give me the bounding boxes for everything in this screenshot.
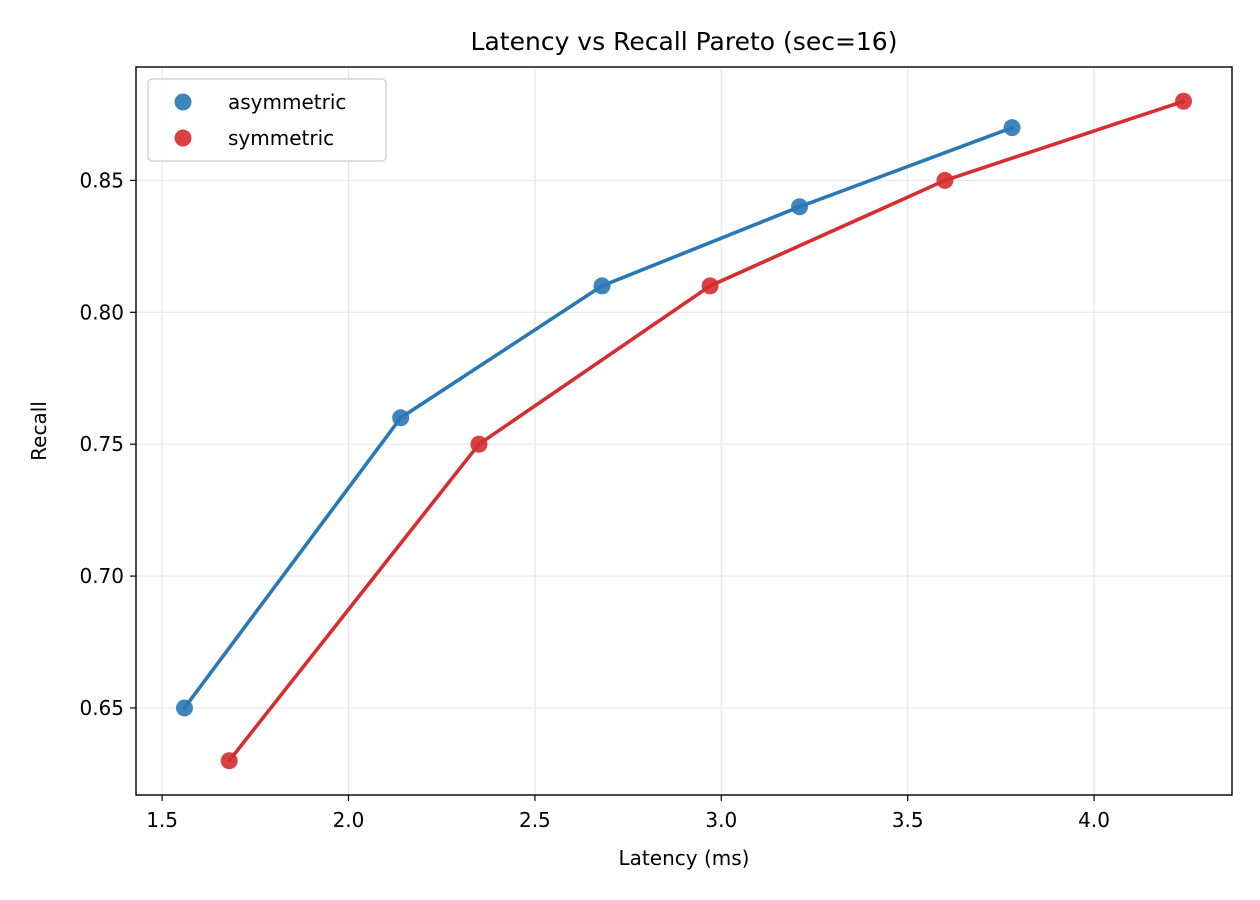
y-tick-label: 0.75	[79, 432, 124, 456]
grid	[136, 67, 1232, 795]
data-point-symmetric	[470, 435, 488, 453]
chart-title: Latency vs Recall Pareto (sec=16)	[471, 27, 898, 56]
data-point-asymmetric	[392, 409, 410, 427]
legend-box	[147, 78, 387, 162]
legend-marker-symmetric	[174, 129, 192, 147]
data-point-symmetric	[220, 752, 238, 770]
data-point-asymmetric	[1003, 119, 1021, 137]
y-axis-label: Recall	[27, 401, 51, 461]
x-tick-label: 2.5	[519, 808, 551, 832]
x-axis-label: Latency (ms)	[619, 846, 750, 870]
series-line-symmetric	[227, 99, 1186, 763]
data-point-symmetric	[701, 277, 719, 295]
x-tick-label: 3.0	[705, 808, 737, 832]
data-point-symmetric	[936, 171, 954, 189]
y-tick-label: 0.85	[79, 168, 124, 192]
plot-frame	[135, 66, 1233, 796]
x-tick-label: 4.0	[1078, 808, 1110, 832]
series-asymmetric	[175, 119, 1021, 717]
y-tick-label: 0.65	[79, 696, 124, 720]
legend-label-symmetric: symmetric	[228, 126, 334, 150]
legend-label-asymmetric: asymmetric	[228, 90, 346, 114]
series-group	[175, 92, 1193, 770]
axis-ticks: 1.5 2.0 2.5 3.0 3.5 4.0 0.65 0.70 0.75 0.80 0.85	[79, 168, 1110, 832]
series-symmetric	[220, 92, 1193, 770]
data-point-asymmetric	[791, 198, 809, 216]
x-tick-label: 3.5	[892, 808, 924, 832]
legend-marker-asymmetric	[174, 93, 192, 111]
y-tick-label: 0.70	[79, 564, 124, 588]
legend: asymmetric symmetric	[147, 78, 387, 162]
series-line-asymmetric	[182, 125, 1014, 710]
x-tick-label: 2.0	[333, 808, 365, 832]
data-point-symmetric	[1175, 92, 1193, 110]
data-point-asymmetric	[175, 699, 193, 717]
y-tick-label: 0.80	[79, 300, 124, 324]
x-tick-label: 1.5	[146, 808, 178, 832]
data-point-asymmetric	[593, 277, 611, 295]
